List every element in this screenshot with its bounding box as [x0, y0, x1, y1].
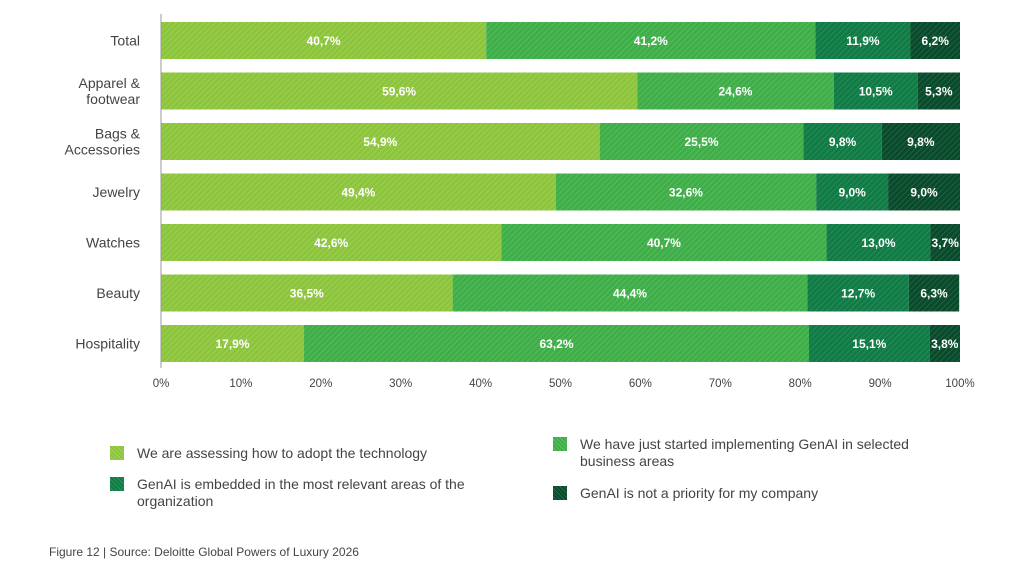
bar-data-label: 15,1%	[852, 337, 886, 351]
bar-data-label: 54,9%	[363, 135, 397, 149]
bar-data-label: 25,5%	[685, 135, 719, 149]
bar-segment	[161, 224, 502, 261]
x-tick-label: 0%	[153, 378, 170, 390]
x-tick-label: 90%	[869, 378, 892, 390]
bar-data-label: 40,7%	[647, 236, 681, 250]
category-label: Apparel & footwear	[79, 75, 141, 107]
bar-data-label: 11,9%	[846, 34, 880, 48]
legend-item: GenAI is not a priority for my company	[553, 485, 920, 502]
legend-label: GenAI is embedded in the most relevant a…	[137, 476, 465, 509]
bar-segment	[910, 22, 960, 59]
category-label: Watches	[86, 235, 140, 251]
legend-label: We have just started implementing GenAI …	[580, 436, 909, 469]
category-label: Hospitality	[75, 336, 140, 352]
bar-data-label: 13,0%	[861, 236, 895, 250]
category-label: Jewelry	[93, 184, 140, 200]
figure-caption: Figure 12 | Source: Deloitte Global Powe…	[49, 545, 359, 559]
stacked-bar-chart: Total Apparel & footwear Bags & Accessories J…	[65, 14, 975, 390]
bar-data-label: 9,0%	[910, 186, 938, 200]
bar-data-label: 63,2%	[539, 337, 573, 351]
legend-swatch	[110, 446, 124, 460]
x-tick-label: 70%	[709, 378, 732, 390]
x-tick-label: 30%	[389, 378, 412, 390]
bar-segment	[452, 274, 808, 312]
bar-segment	[803, 123, 882, 160]
bar-data-label: 9,0%	[838, 186, 866, 200]
legend-swatch	[553, 486, 567, 500]
bar-segment	[881, 123, 960, 160]
bar-data-label: 6,2%	[922, 34, 950, 48]
bar-data-label: 44,4%	[613, 287, 647, 301]
bar-data-label: 42,6%	[314, 236, 348, 250]
bar-segment	[161, 173, 556, 211]
bar-data-label: 9,8%	[907, 135, 935, 149]
bar-segment	[908, 274, 960, 312]
bar-segment	[161, 123, 600, 160]
bar-segment	[555, 173, 817, 211]
bar-segment	[929, 325, 960, 362]
bar-segment	[807, 274, 909, 312]
legend-label: We are assessing how to adopt the techno…	[137, 445, 428, 461]
legend-swatch	[553, 437, 567, 451]
bar-data-label: 3,7%	[932, 236, 960, 250]
x-tick-label: 80%	[789, 378, 812, 390]
bar-segment	[161, 274, 453, 312]
legend-item: We have just started implementing GenAI …	[553, 436, 920, 470]
bar-segment	[501, 224, 827, 261]
category-label: Total	[110, 33, 140, 49]
bar-data-label: 12,7%	[841, 287, 875, 301]
bar-data-label: 41,2%	[634, 34, 668, 48]
bar-segment	[917, 72, 960, 110]
bar-segment	[888, 173, 960, 211]
bar-segment	[815, 22, 911, 59]
bar-data-label: 36,5%	[290, 287, 324, 301]
bar-segment	[599, 123, 804, 160]
bar-data-label: 9,8%	[829, 135, 857, 149]
x-tick-label: 10%	[229, 378, 252, 390]
bar-segment	[808, 325, 930, 362]
bar-segment	[161, 325, 305, 362]
bar-data-label: 10,5%	[859, 85, 893, 99]
legend-item: GenAI is embedded in the most relevant a…	[110, 476, 477, 510]
bar-data-label: 40,7%	[307, 34, 341, 48]
bar-segment	[637, 72, 834, 110]
bar-segment	[161, 22, 487, 59]
x-tick-label: 60%	[629, 378, 652, 390]
bar-segment	[930, 224, 960, 261]
legend-label: GenAI is not a priority for my company	[580, 485, 819, 501]
bar-data-label: 17,9%	[215, 337, 249, 351]
bar-data-label: 59,6%	[382, 85, 416, 99]
x-tick-label: 50%	[549, 378, 572, 390]
bar-segment	[816, 173, 889, 211]
bar-segment	[161, 72, 638, 110]
bar-segment	[486, 22, 816, 59]
legend-swatch	[110, 477, 124, 491]
x-tick-label: 100%	[945, 378, 974, 390]
bar-data-label: 24,6%	[718, 85, 752, 99]
bar-data-label: 32,6%	[669, 186, 703, 200]
bar-data-label: 6,3%	[920, 287, 948, 301]
x-tick-label: 40%	[469, 378, 492, 390]
bar-segment	[304, 325, 809, 362]
category-label: Beauty	[96, 285, 140, 301]
category-label: Bags & Accessories	[65, 126, 141, 158]
bar-data-label: 49,4%	[341, 186, 375, 200]
x-tick-label: 20%	[309, 378, 332, 390]
bar-data-label: 5,3%	[925, 85, 953, 99]
bar-segment	[826, 224, 931, 261]
bar-segment	[833, 72, 918, 110]
bar-data-label: 3,8%	[931, 337, 959, 351]
legend-item: We are assessing how to adopt the techno…	[110, 445, 477, 462]
